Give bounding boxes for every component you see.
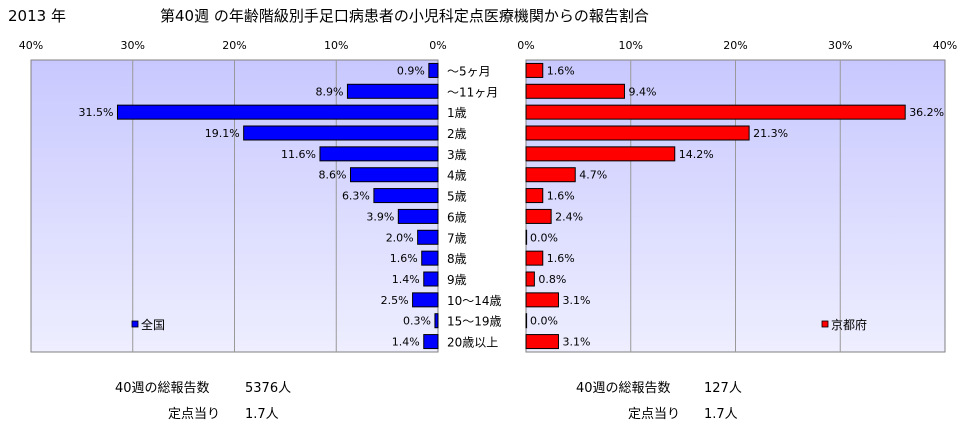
kyoto-bar <box>525 313 528 329</box>
kyoto-data-label: 14.2% <box>679 148 714 161</box>
kyoto-bar <box>525 292 559 308</box>
kyoto-bar <box>525 208 552 224</box>
national-total-value: 5376人 <box>245 381 292 396</box>
national-legend-label: 全国 <box>141 317 165 332</box>
kyoto-bar <box>525 334 559 350</box>
kyoto-data-label: 2.4% <box>555 210 583 223</box>
kyoto-tick-label: 40% <box>933 39 957 52</box>
national-bar <box>423 271 439 287</box>
national-bar <box>373 188 439 204</box>
age-category-label: ～11ヶ月 <box>447 85 498 99</box>
kyoto-tick-label: 30% <box>828 39 852 52</box>
national-bar <box>412 292 439 308</box>
kyoto-bar <box>525 104 906 120</box>
age-category-label: 5歳 <box>447 190 467 204</box>
national-bar <box>421 250 439 266</box>
national-data-label: 19.1% <box>205 127 240 140</box>
national-tick-label: 10% <box>324 39 348 52</box>
kyoto-data-label: 3.1% <box>562 336 590 349</box>
kyoto-bar <box>525 188 544 204</box>
national-chart: 0% 10% 20% 30% 40% 0.9% 8.9% 31.5% 19.1% 11.6%8.6… <box>19 39 447 353</box>
age-category-label: 10～14歳 <box>447 294 502 308</box>
national-data-label: 8.9% <box>315 85 343 98</box>
kyoto-legend-label: 京都府 <box>831 317 867 332</box>
age-category-label: 8歳 <box>447 252 467 266</box>
age-category-label: 7歳 <box>447 231 467 245</box>
age-category-label: ～5ヶ月 <box>447 64 491 78</box>
national-bar <box>116 104 439 120</box>
age-category-label: 2歳 <box>447 127 467 141</box>
kyoto-total-value: 127人 <box>704 381 742 396</box>
kyoto-data-label: 9.4% <box>628 85 656 98</box>
national-data-label: 1.4% <box>392 273 420 286</box>
kyoto-data-label: 36.2% <box>909 106 944 119</box>
kyoto-per-site-label: 定点当り <box>628 407 681 422</box>
national-data-label: 1.4% <box>392 336 420 349</box>
national-total-label: 40週の総報告数 <box>115 381 210 396</box>
kyoto-bar <box>525 83 625 99</box>
kyoto-data-label: 1.6% <box>547 190 575 203</box>
kyoto-chart: 0% 10% 20% 30% 40% 1.6% 9.4% 36.2% 21.3% 14.2% 4.7… <box>517 39 957 353</box>
year-label: 2013 年 <box>8 7 66 25</box>
national-data-label: 31.5% <box>79 106 114 119</box>
kyoto-tick-label: 10% <box>619 39 643 52</box>
kyoto-tick-label: 0% <box>517 39 534 52</box>
age-category-labels: ～5ヶ月 ～11ヶ月 1歳 2歳 3歳 4歳 5歳 6歳 7歳 8歳 9歳 10～14歳 15～19歳 2… <box>447 64 502 349</box>
age-category-label: 4歳 <box>447 169 467 183</box>
kyoto-bar <box>525 250 544 266</box>
national-bar <box>349 167 439 183</box>
kyoto-bar <box>525 229 528 245</box>
national-data-label: 0.9% <box>397 64 425 77</box>
national-data-label: 0.3% <box>403 315 431 328</box>
age-category-label: 6歳 <box>447 210 467 224</box>
kyoto-data-label: 0.8% <box>538 273 566 286</box>
age-category-label: 1歳 <box>447 106 467 120</box>
kyoto-data-label: 21.3% <box>753 127 788 140</box>
national-bar <box>319 146 439 162</box>
kyoto-data-label: 0.0% <box>530 231 558 244</box>
national-bar <box>423 334 439 350</box>
national-data-label: 2.0% <box>386 231 414 244</box>
kyoto-bar <box>525 167 576 183</box>
national-data-label: 3.9% <box>366 210 394 223</box>
national-tick-label: 20% <box>222 39 246 52</box>
national-tick-label: 30% <box>121 39 145 52</box>
national-per-site-value: 1.7人 <box>245 407 279 422</box>
age-category-label: 15～19歳 <box>447 315 502 329</box>
national-bar <box>346 83 439 99</box>
kyoto-legend-marker <box>821 320 829 328</box>
national-bar <box>243 125 439 141</box>
national-data-label: 11.6% <box>281 148 316 161</box>
kyoto-per-site-value: 1.7人 <box>704 407 738 422</box>
kyoto-tick-label: 20% <box>723 39 747 52</box>
age-category-label: 9歳 <box>447 273 467 287</box>
kyoto-data-label: 3.1% <box>562 294 590 307</box>
kyoto-bar <box>525 271 535 287</box>
kyoto-bar <box>525 146 676 162</box>
national-bar <box>417 229 439 245</box>
national-bar <box>397 208 439 224</box>
age-category-label: 20歳以上 <box>447 336 498 350</box>
chart-title: 第40週 の年齢階級別手足口病患者の小児科定点医療機関からの報告割合 <box>160 7 649 25</box>
national-per-site-label: 定点当り <box>168 407 221 422</box>
kyoto-bar <box>525 62 544 78</box>
kyoto-data-label: 0.0% <box>530 315 558 328</box>
national-tick-label: 0% <box>429 39 446 52</box>
national-data-label: 8.6% <box>319 169 347 182</box>
national-tick-label: 40% <box>19 39 43 52</box>
kyoto-total-label: 40週の総報告数 <box>576 381 671 396</box>
national-data-label: 1.6% <box>390 252 418 265</box>
national-data-label: 6.3% <box>342 190 370 203</box>
kyoto-data-label: 1.6% <box>547 64 575 77</box>
national-legend-marker <box>131 320 139 328</box>
kyoto-data-label: 4.7% <box>579 169 607 182</box>
national-bar <box>434 313 439 329</box>
age-category-label: 3歳 <box>447 148 467 162</box>
national-data-label: 2.5% <box>381 294 409 307</box>
kyoto-data-label: 1.6% <box>547 252 575 265</box>
kyoto-bar <box>525 125 750 141</box>
national-bar <box>428 62 439 78</box>
